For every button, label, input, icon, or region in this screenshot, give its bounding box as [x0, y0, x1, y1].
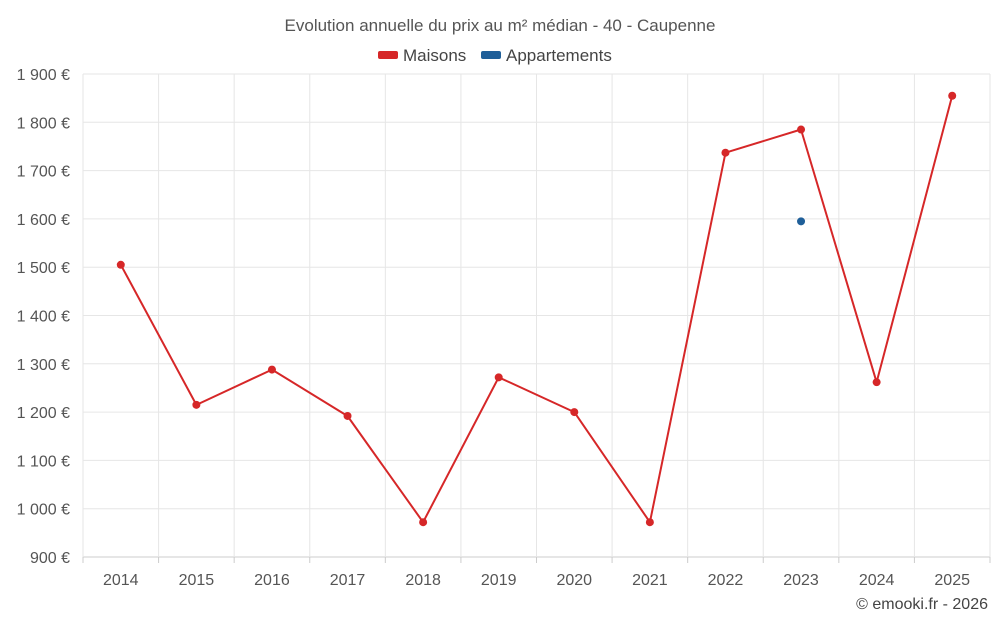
y-axis-ticks: 900 € 1 000 € 1 100 € 1 200 € 1 300 € 1 400 €… — [17, 67, 70, 567]
data-point-maisons[interactable] — [343, 411, 352, 420]
x-tick-label: 2021 — [632, 572, 668, 589]
y-tick-label: 1 300 € — [17, 357, 70, 374]
x-axis-ticks: 2014 2015 2016 2017 2018 2019 2020 2021 2022 2023… — [82, 557, 991, 589]
y-tick-label: 1 800 € — [17, 115, 70, 132]
data-point-maisons[interactable] — [645, 518, 654, 527]
credit-text: © emooki.fr - 2026 — [856, 596, 988, 613]
legend: Maisons Appartements — [378, 46, 612, 65]
x-tick-label: 2015 — [179, 572, 215, 589]
grid — [82, 73, 991, 558]
data-point-appartements[interactable] — [797, 217, 806, 226]
legend-swatch-appartements[interactable] — [481, 51, 501, 59]
data-point-maisons[interactable] — [192, 400, 201, 409]
y-tick-label: 1 900 € — [17, 67, 70, 84]
data-point-maisons[interactable] — [494, 373, 503, 382]
data-point-maisons[interactable] — [948, 91, 957, 100]
y-tick-label: 1 000 € — [17, 502, 70, 519]
y-tick-label: 1 600 € — [17, 212, 70, 229]
x-tick-label: 2016 — [254, 572, 290, 589]
x-tick-label: 2025 — [934, 572, 970, 589]
y-tick-label: 1 500 € — [17, 260, 70, 277]
x-tick-label: 2024 — [859, 572, 895, 589]
data-point-maisons[interactable] — [872, 378, 881, 387]
series — [116, 91, 957, 527]
y-tick-label: 1 700 € — [17, 164, 70, 181]
legend-label-maisons[interactable]: Maisons — [403, 46, 466, 65]
legend-label-appartements[interactable]: Appartements — [506, 46, 612, 65]
data-point-maisons[interactable] — [570, 408, 579, 417]
y-tick-label: 1 200 € — [17, 405, 70, 422]
data-point-maisons[interactable] — [419, 518, 428, 527]
y-tick-label: 1 100 € — [17, 453, 70, 470]
data-point-maisons[interactable] — [116, 260, 125, 269]
data-point-maisons[interactable] — [721, 148, 730, 157]
x-tick-label: 2022 — [708, 572, 744, 589]
x-tick-label: 2019 — [481, 572, 517, 589]
data-point-maisons[interactable] — [267, 365, 276, 374]
x-tick-label: 2020 — [556, 572, 592, 589]
x-tick-label: 2014 — [103, 572, 139, 589]
x-tick-label: 2023 — [783, 572, 819, 589]
chart-title: Evolution annuelle du prix au m² médian … — [285, 16, 716, 35]
legend-swatch-maisons[interactable] — [378, 51, 398, 59]
data-point-maisons[interactable] — [797, 125, 806, 134]
x-tick-label: 2017 — [330, 572, 366, 589]
y-tick-label: 1 400 € — [17, 309, 70, 326]
x-tick-label: 2018 — [405, 572, 441, 589]
y-tick-label: 900 € — [30, 550, 70, 567]
series-line-maisons — [119, 95, 954, 524]
